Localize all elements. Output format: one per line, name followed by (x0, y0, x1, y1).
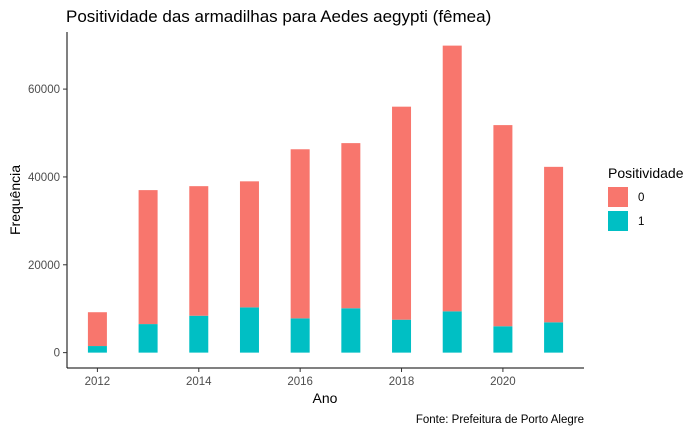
legend-label-1: 1 (638, 216, 644, 228)
chart-caption: Fonte: Prefeitura de Porto Alegre (416, 414, 584, 426)
bar-positive-2021 (544, 322, 564, 353)
chart-title: Positividade das armadilhas para Aedes a… (66, 7, 491, 26)
bar-positive-2014 (189, 315, 209, 353)
bar-negative-2013 (138, 190, 158, 325)
x-tick-label: 2012 (85, 376, 111, 388)
y-tick-label: 20000 (28, 260, 60, 272)
bar-negative-2021 (544, 166, 564, 323)
bars-group (87, 45, 564, 353)
bar-negative-2015 (239, 181, 259, 308)
legend-title: Positividade (608, 165, 684, 181)
bar-positive-2018 (392, 319, 412, 353)
x-tick-label: 2020 (490, 376, 516, 388)
bar-negative-2012 (87, 312, 107, 347)
legend-key-1 (608, 211, 628, 231)
y-tick-label: 40000 (28, 172, 60, 184)
legend: Positividade 0 1 (608, 165, 684, 231)
bar-positive-2016 (290, 318, 310, 353)
legend-label-0: 0 (638, 192, 644, 204)
bar-negative-2014 (189, 186, 209, 316)
bar-negative-2016 (290, 149, 310, 319)
bar-positive-2013 (138, 324, 158, 353)
bar-positive-2015 (239, 307, 259, 353)
bar-positive-2012 (87, 346, 107, 353)
x-axis-title: Ano (313, 390, 338, 406)
y-tick-label: 0 (54, 348, 60, 360)
x-tick-label: 2018 (389, 376, 415, 388)
bar-positive-2017 (341, 308, 361, 353)
bar-negative-2018 (392, 106, 412, 320)
legend-key-0 (608, 187, 628, 207)
bar-negative-2019 (442, 45, 462, 312)
bar-negative-2017 (341, 143, 361, 309)
bar-positive-2020 (493, 326, 513, 353)
y-axis-title: Frequência (7, 165, 23, 235)
y-tick-label: 60000 (28, 84, 60, 96)
x-tick-label: 2016 (287, 376, 313, 388)
x-ticks-group: 2012 2014 2016 2018 2020 (85, 368, 516, 388)
x-tick-label: 2014 (186, 376, 212, 388)
y-ticks-group: 0 20000 40000 60000 (28, 84, 67, 360)
bar-positive-2019 (442, 311, 462, 353)
bar-negative-2020 (493, 125, 513, 327)
